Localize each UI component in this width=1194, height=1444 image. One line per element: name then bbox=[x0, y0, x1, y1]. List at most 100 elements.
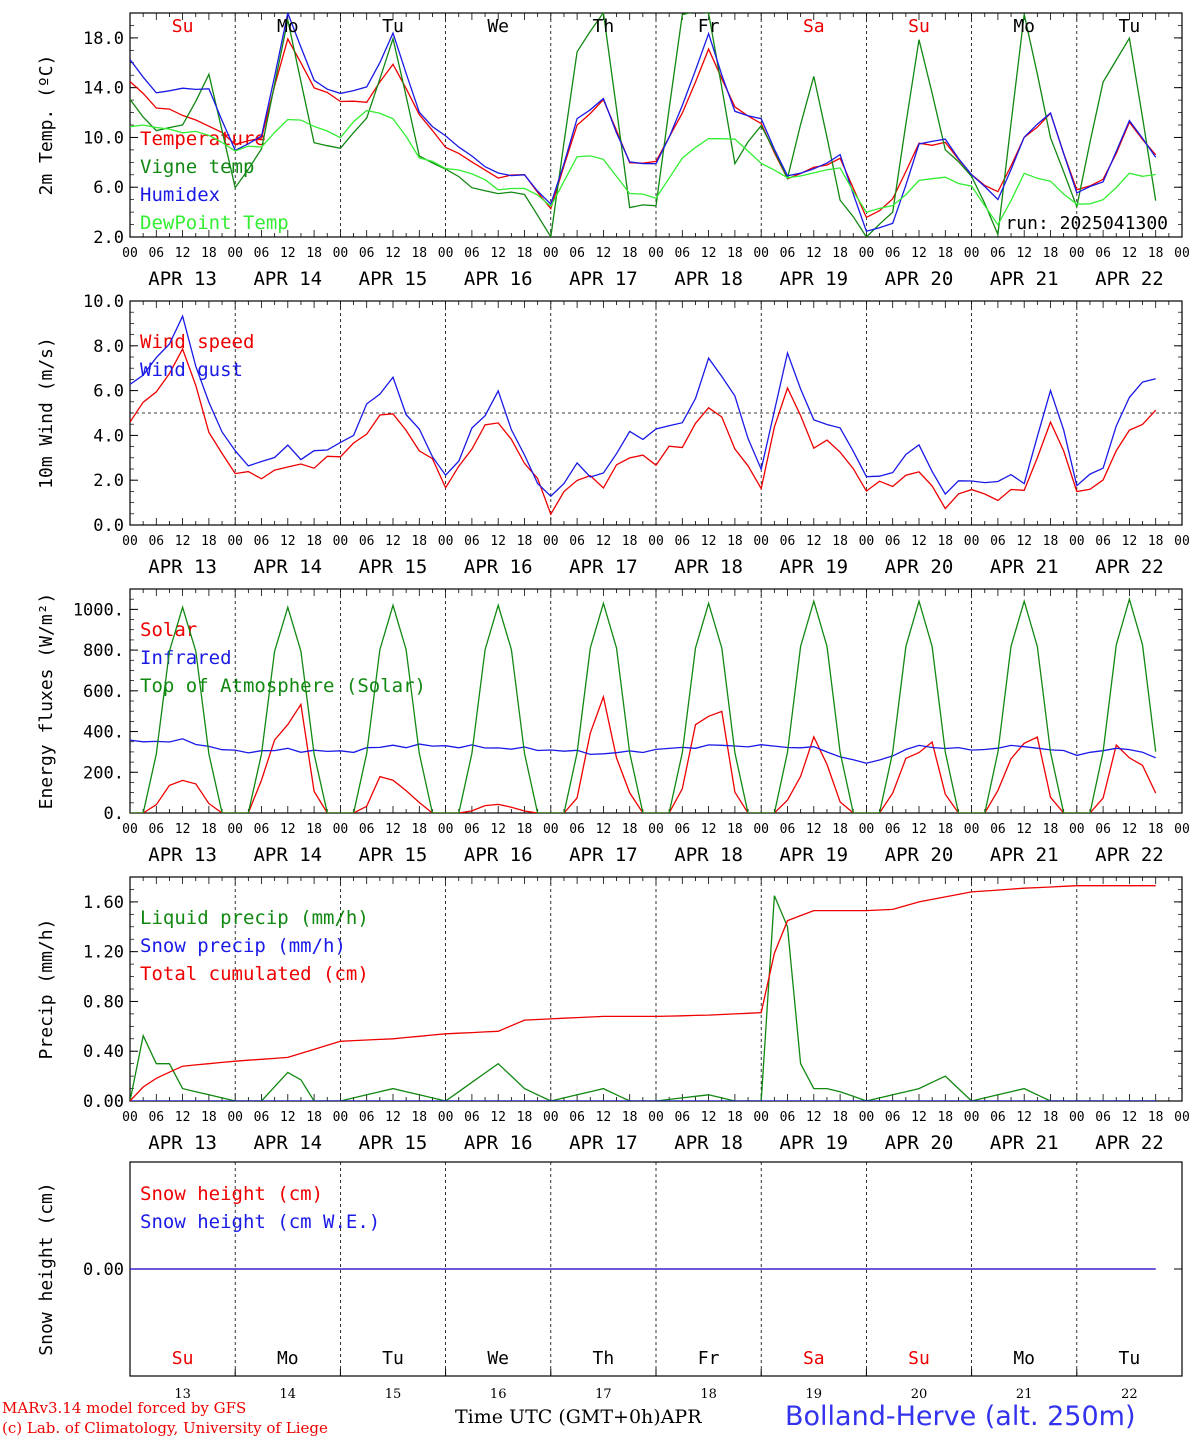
date-label: APR 20 bbox=[885, 268, 954, 290]
hour-tick-label: 00 bbox=[648, 1110, 664, 1125]
day-abbr-label: Mo bbox=[277, 1348, 299, 1369]
hour-tick-label: 06 bbox=[674, 534, 690, 549]
hour-tick-label: 06 bbox=[780, 822, 796, 837]
day-abbr-label: We bbox=[487, 1348, 509, 1369]
series-line-top-of-atmosphere-solar- bbox=[130, 596, 1157, 813]
hour-tick-label: 06 bbox=[780, 534, 796, 549]
hour-tick-label: 00 bbox=[964, 1110, 980, 1125]
hour-tick-label: 12 bbox=[175, 822, 191, 837]
series-line-liquid-precip-mm-h- bbox=[130, 895, 1156, 1101]
hour-tick-label: 00 bbox=[227, 1110, 243, 1125]
series-line-wind-speed bbox=[130, 347, 1157, 516]
legend-entry: Snow precip (mm/h) bbox=[140, 935, 346, 957]
lab-credit: (c) Lab. of Climatology, University of L… bbox=[2, 1419, 328, 1437]
hour-tick-label: 06 bbox=[1095, 822, 1111, 837]
hour-tick-label: 18 bbox=[622, 1110, 638, 1125]
date-label: APR 16 bbox=[464, 556, 533, 578]
y-tick-label: 1.60 bbox=[83, 893, 124, 913]
day-abbr-label: Su bbox=[172, 1348, 194, 1369]
legend-entry: Wind gust bbox=[140, 359, 243, 381]
hour-tick-label: 00 bbox=[333, 1110, 349, 1125]
date-label: APR 16 bbox=[464, 844, 533, 866]
hour-tick-label: 00 bbox=[1174, 822, 1190, 837]
hour-tick-label: 06 bbox=[780, 1110, 796, 1125]
hour-tick-label: 12 bbox=[490, 534, 506, 549]
hour-tick-label: 12 bbox=[596, 246, 612, 261]
date-label: APR 15 bbox=[359, 844, 428, 866]
hour-tick-label: 12 bbox=[596, 1110, 612, 1125]
legend-entry: Total cumulated (cm) bbox=[140, 963, 369, 985]
hour-tick-label: 18 bbox=[1043, 534, 1059, 549]
day-abbr-label: Su bbox=[172, 16, 194, 37]
hour-tick-label: 18 bbox=[1148, 534, 1164, 549]
hour-tick-label: 00 bbox=[859, 534, 875, 549]
hour-tick-label: 06 bbox=[148, 534, 164, 549]
hour-tick-label: 06 bbox=[254, 822, 270, 837]
date-label: APR 14 bbox=[253, 556, 322, 578]
legend-entry: Infrared bbox=[140, 647, 232, 669]
hour-tick-label: 18 bbox=[306, 1110, 322, 1125]
hour-tick-label: 18 bbox=[832, 246, 848, 261]
day-number-label: 19 bbox=[806, 1387, 823, 1402]
hour-tick-label: 00 bbox=[859, 1110, 875, 1125]
hour-tick-label: 12 bbox=[596, 822, 612, 837]
hour-tick-label: 00 bbox=[859, 822, 875, 837]
date-label: APR 21 bbox=[990, 1132, 1059, 1154]
hour-tick-label: 18 bbox=[937, 246, 953, 261]
y-tick-label: 6.0 bbox=[93, 382, 124, 402]
hour-tick-label: 12 bbox=[280, 534, 296, 549]
hour-tick-label: 12 bbox=[490, 1110, 506, 1125]
hour-tick-label: 12 bbox=[806, 822, 822, 837]
date-label: APR 15 bbox=[359, 268, 428, 290]
hour-tick-label: 12 bbox=[911, 246, 927, 261]
day-number-label: 18 bbox=[700, 1387, 717, 1402]
hour-tick-label: 06 bbox=[674, 246, 690, 261]
hour-tick-label: 06 bbox=[148, 246, 164, 261]
date-label: APR 14 bbox=[253, 268, 322, 290]
series-line-vigne-temp bbox=[130, 13, 1157, 237]
y-tick-label: 14.0 bbox=[83, 79, 124, 99]
hour-tick-label: 12 bbox=[1016, 534, 1032, 549]
hour-tick-label: 06 bbox=[148, 1110, 164, 1125]
hour-tick-label: 06 bbox=[359, 534, 375, 549]
date-label: APR 22 bbox=[1095, 844, 1164, 866]
y-tick-label: 18.0 bbox=[83, 29, 124, 49]
hour-tick-label: 00 bbox=[122, 534, 138, 549]
hour-tick-label: 12 bbox=[175, 246, 191, 261]
hour-tick-label: 18 bbox=[517, 534, 533, 549]
hour-tick-label: 18 bbox=[727, 1110, 743, 1125]
y-axis-label: 2m Temp. (ºC) bbox=[36, 55, 57, 196]
day-abbr-label: Th bbox=[593, 1348, 615, 1369]
hour-tick-label: 12 bbox=[280, 822, 296, 837]
hour-tick-label: 00 bbox=[333, 246, 349, 261]
hour-tick-label: 18 bbox=[622, 534, 638, 549]
date-label: APR 20 bbox=[885, 556, 954, 578]
hour-tick-label: 06 bbox=[148, 822, 164, 837]
hour-tick-label: 18 bbox=[306, 822, 322, 837]
y-tick-label: 800. bbox=[83, 641, 124, 661]
hour-tick-label: 12 bbox=[911, 822, 927, 837]
y-tick-label: 0.40 bbox=[83, 1042, 124, 1062]
date-label: APR 13 bbox=[148, 1132, 217, 1154]
day-number-label: 16 bbox=[490, 1387, 507, 1402]
hour-tick-label: 06 bbox=[569, 246, 585, 261]
model-credit: MARv3.14 model forced by GFS bbox=[2, 1399, 247, 1417]
hour-tick-label: 18 bbox=[727, 822, 743, 837]
date-label: APR 14 bbox=[253, 844, 322, 866]
hour-tick-label: 06 bbox=[990, 1110, 1006, 1125]
hour-tick-label: 18 bbox=[1043, 1110, 1059, 1125]
hour-tick-label: 06 bbox=[254, 534, 270, 549]
hour-tick-label: 00 bbox=[122, 1110, 138, 1125]
hour-tick-label: 18 bbox=[201, 534, 217, 549]
series-line-total-cumulated-cm- bbox=[130, 885, 1156, 1101]
hour-tick-label: 00 bbox=[1174, 534, 1190, 549]
hour-tick-label: 00 bbox=[438, 1110, 454, 1125]
hour-tick-label: 00 bbox=[543, 1110, 559, 1125]
y-tick-label: 10.0 bbox=[83, 292, 124, 312]
date-label: APR 15 bbox=[359, 556, 428, 578]
hour-tick-label: 06 bbox=[885, 822, 901, 837]
hour-tick-label: 00 bbox=[543, 534, 559, 549]
hour-tick-label: 06 bbox=[569, 534, 585, 549]
y-tick-label: 10.0 bbox=[83, 128, 124, 148]
date-label: APR 21 bbox=[990, 844, 1059, 866]
